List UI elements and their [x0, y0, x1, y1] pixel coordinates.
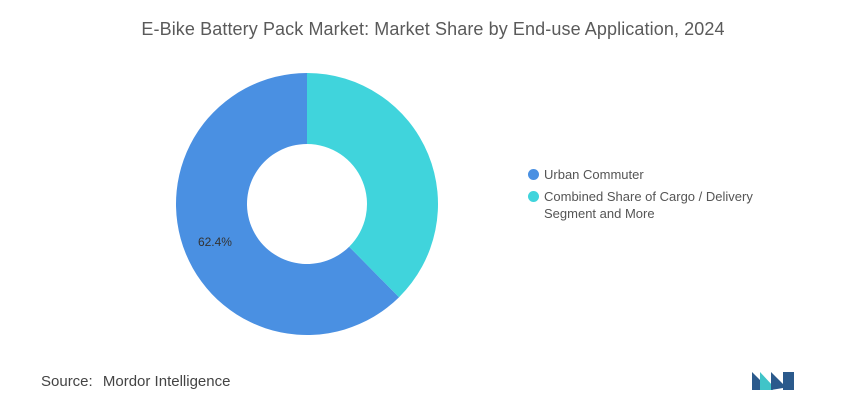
legend-swatch-cargo-delivery: [528, 191, 539, 202]
donut-slice-label-0: 62.4%: [198, 235, 232, 249]
chart-legend: Urban Commuter Combined Share of Cargo /…: [528, 166, 788, 227]
legend-item-urban-commuter: Urban Commuter: [528, 166, 788, 183]
source-label: Source:: [41, 373, 93, 390]
legend-item-cargo-delivery: Combined Share of Cargo / Delivery Segme…: [528, 188, 788, 222]
legend-swatch-urban-commuter: [528, 169, 539, 180]
donut-slice-0: [176, 73, 400, 335]
chart-title: E-Bike Battery Pack Market: Market Share…: [141, 19, 725, 39]
legend-label-urban-commuter: Urban Commuter: [544, 167, 644, 182]
logo-left-shape: [752, 372, 762, 390]
source-value: Mordor Intelligence: [102, 373, 231, 390]
donut-slice-1: [307, 73, 438, 298]
logo-middle-shape: [760, 372, 773, 390]
mordor-intelligence-logo-icon: [752, 372, 794, 390]
logo-right-shape: [771, 372, 794, 390]
source-line: Source: Mordor Intelligence: [41, 373, 230, 390]
legend-label-cargo-delivery: Combined Share of Cargo / Delivery Segme…: [544, 189, 753, 221]
